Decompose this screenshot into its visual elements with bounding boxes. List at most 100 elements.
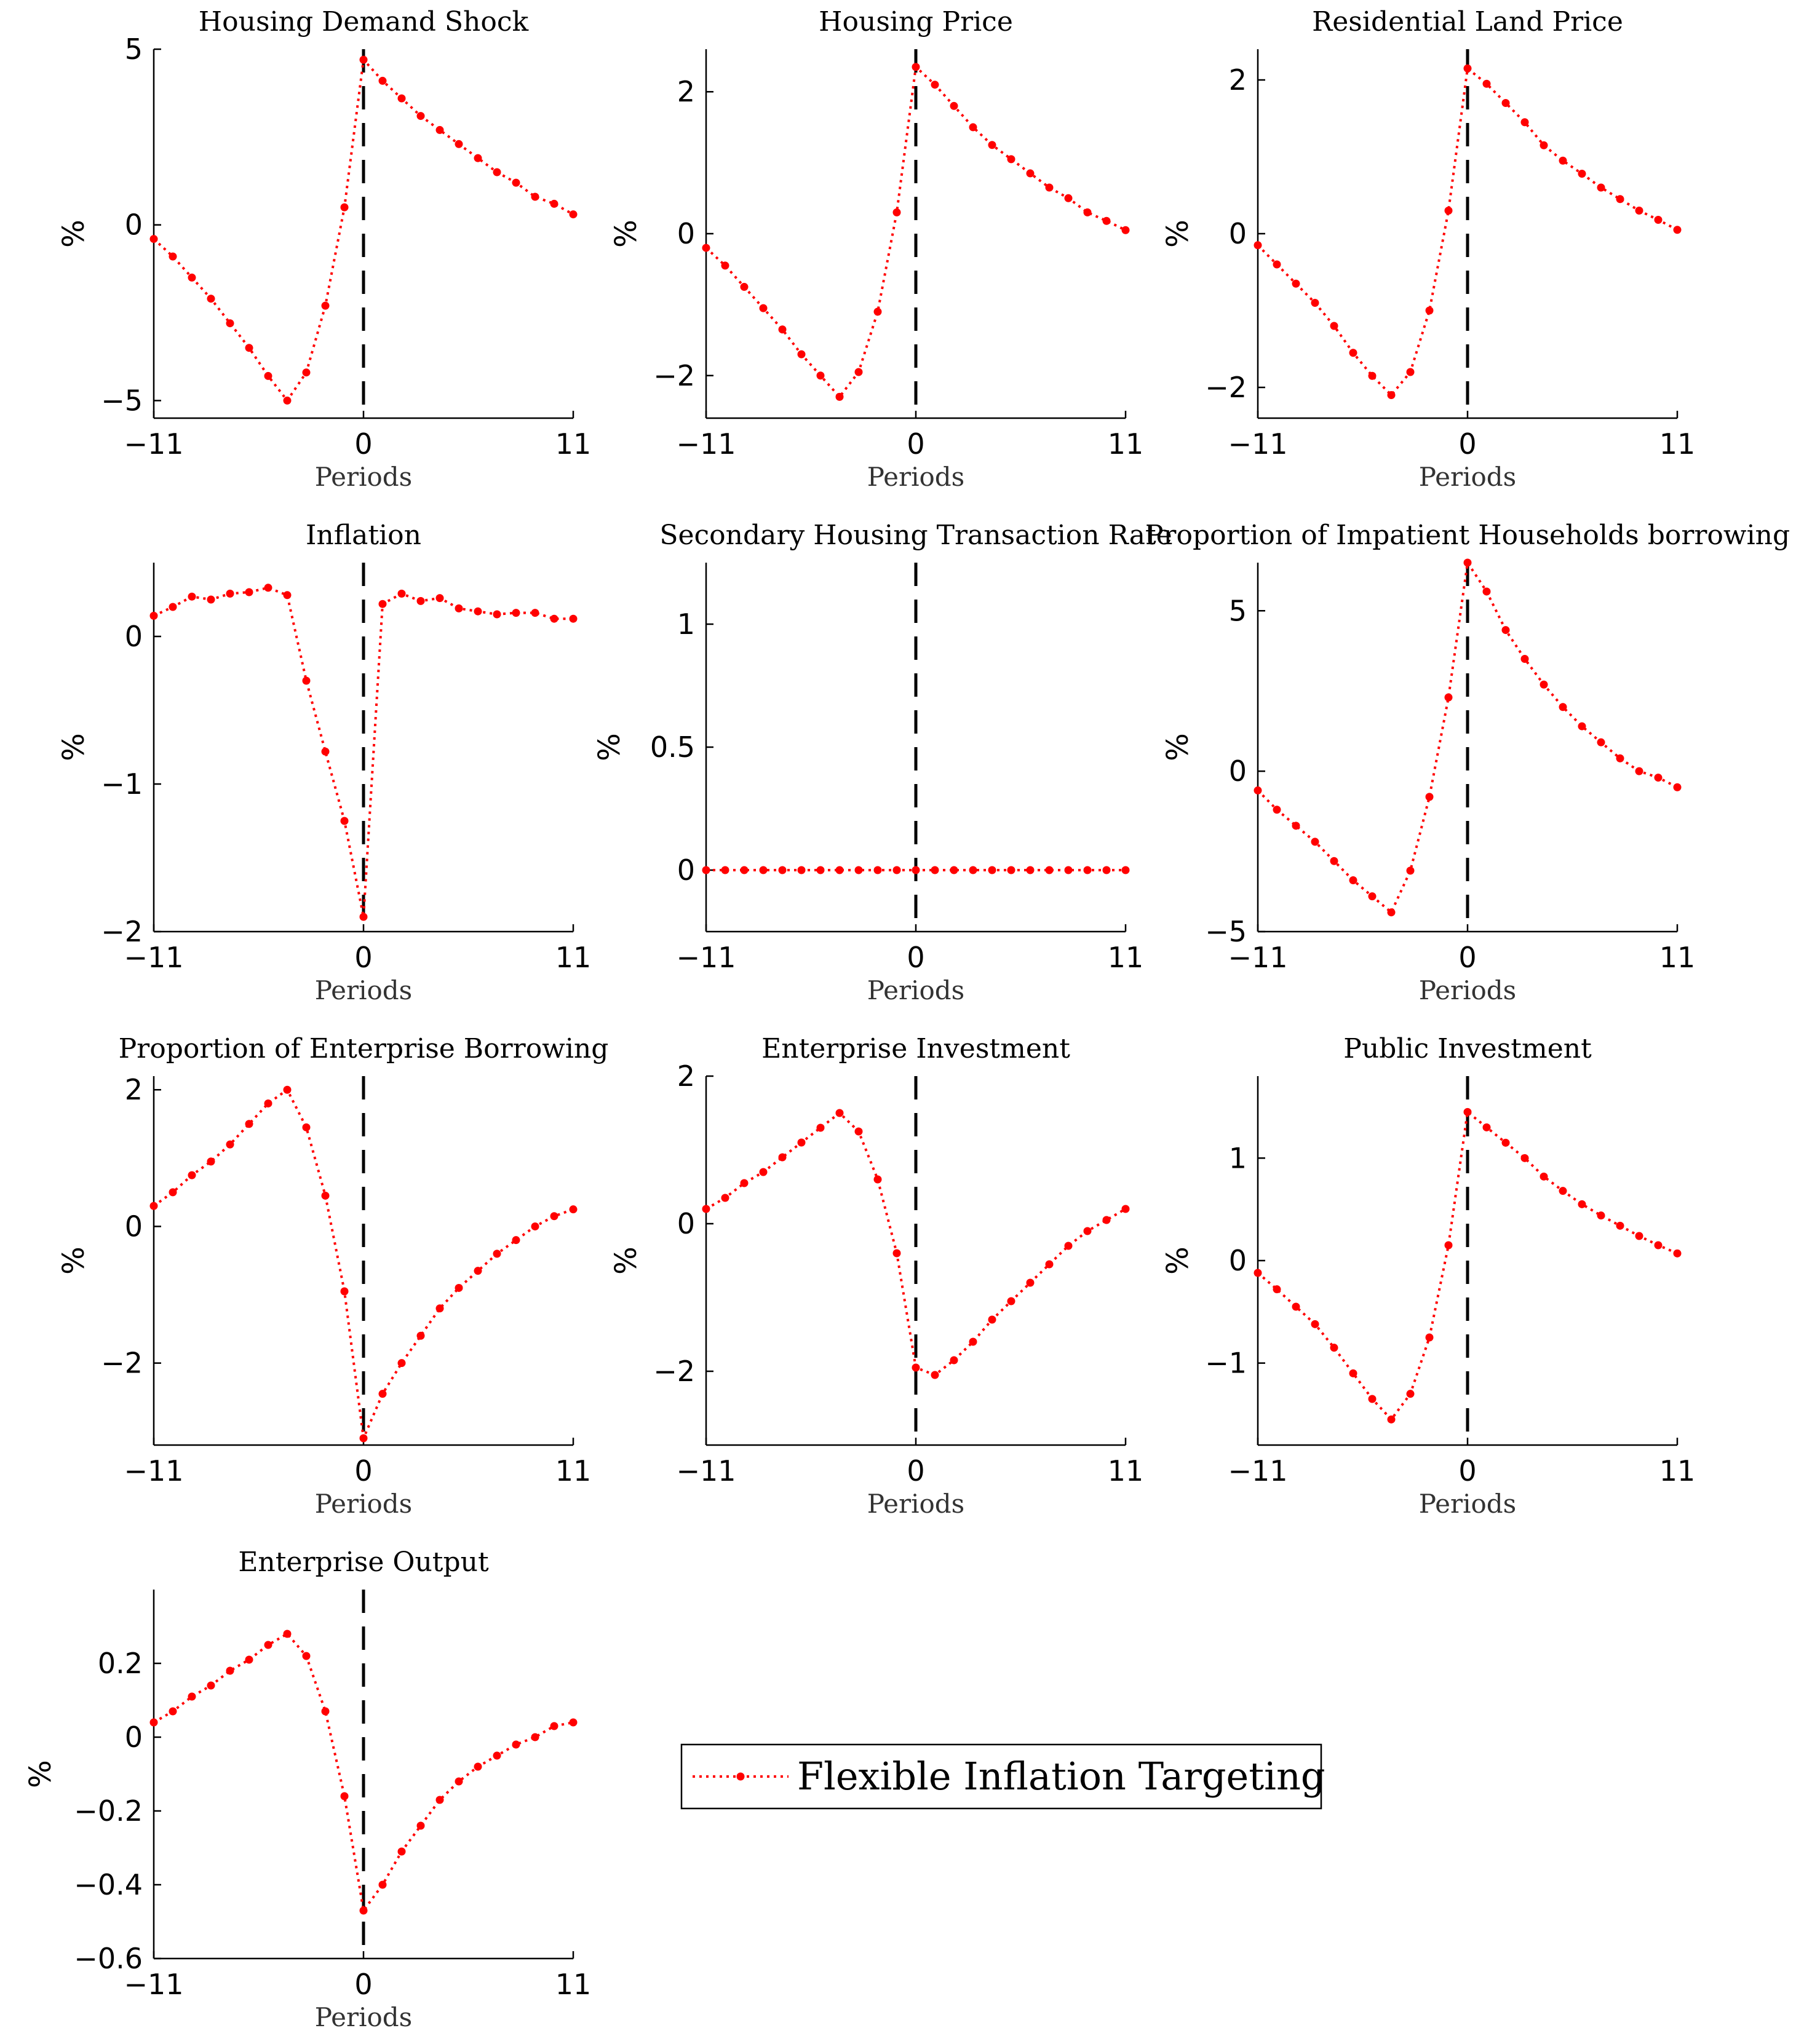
x-tick-label: −11 <box>1228 941 1287 974</box>
x-tick-label: 0 <box>907 941 924 974</box>
series-line <box>153 586 573 917</box>
data-point <box>321 1707 330 1716</box>
data-point <box>474 1267 482 1275</box>
data-point <box>778 325 787 334</box>
data-point <box>721 261 729 270</box>
data-point <box>1007 1297 1015 1305</box>
y-tick-label: 0 <box>125 1210 143 1243</box>
data-point <box>1387 908 1396 917</box>
data-point <box>474 607 482 616</box>
data-point <box>1597 738 1605 747</box>
data-point <box>1520 118 1529 127</box>
data-point <box>873 866 882 874</box>
legend-marker-sample <box>736 1772 745 1781</box>
data-point <box>1463 64 1472 73</box>
data-point <box>797 866 806 874</box>
data-point <box>321 301 330 310</box>
x-axis-label: Periods <box>315 1489 412 1519</box>
subplot-title: Public Investment <box>1343 1033 1592 1064</box>
data-point <box>493 1250 501 1258</box>
data-point <box>340 817 349 825</box>
subplot-1: −11 0 11 −5 0 5 Housing Demand Shock Periods% <box>57 6 591 492</box>
data-point <box>816 1123 825 1132</box>
data-point <box>797 350 806 358</box>
y-tick-label: 5 <box>1229 594 1247 627</box>
data-point <box>702 244 710 252</box>
data-point <box>569 614 578 623</box>
data-point <box>1254 1269 1262 1277</box>
data-point <box>226 1666 234 1675</box>
data-point <box>321 747 330 756</box>
data-point <box>531 1733 539 1741</box>
data-point <box>721 866 729 874</box>
y-tick-label: −2 <box>653 1355 695 1388</box>
data-point <box>1102 216 1111 225</box>
data-point <box>1083 208 1092 216</box>
data-point <box>321 1191 330 1200</box>
data-point <box>1578 170 1586 178</box>
y-tick-label: 1 <box>1229 1141 1247 1175</box>
data-point <box>245 1655 253 1664</box>
data-point <box>435 594 444 603</box>
data-point <box>1045 866 1054 874</box>
data-point <box>797 1138 806 1147</box>
data-point <box>1311 838 1319 846</box>
data-point <box>1654 216 1663 224</box>
legend-label: Flexible Inflation Targeting <box>797 1754 1325 1799</box>
data-point <box>435 125 444 134</box>
y-axis-label: % <box>57 733 91 761</box>
data-point <box>988 141 996 149</box>
data-point <box>721 1194 729 1202</box>
data-point <box>169 1188 177 1197</box>
y-tick-label: 0 <box>1229 217 1247 250</box>
data-point <box>569 1718 578 1727</box>
data-point <box>435 1796 444 1804</box>
subplot-title: Residential Land Price <box>1312 6 1623 38</box>
x-tick-label: 0 <box>1458 941 1476 974</box>
data-point <box>988 1315 996 1324</box>
y-tick-label: 0 <box>1229 1244 1247 1277</box>
x-tick-label: 11 <box>1108 1454 1144 1487</box>
y-tick-label: −2 <box>1205 371 1247 404</box>
data-point <box>950 1356 958 1365</box>
y-tick-label: 0 <box>677 217 695 250</box>
data-point <box>340 1792 349 1800</box>
data-point <box>416 596 425 605</box>
data-point <box>493 168 501 176</box>
data-point <box>1444 693 1453 702</box>
x-axis-label: Periods <box>315 975 412 1005</box>
data-point <box>1064 1242 1073 1250</box>
data-point <box>740 1179 749 1187</box>
data-point <box>455 604 463 612</box>
x-axis-label: Periods <box>315 462 412 492</box>
data-point <box>416 1331 425 1340</box>
x-tick-label: 11 <box>555 941 592 974</box>
y-tick-label: 5 <box>125 33 143 66</box>
data-point <box>283 591 292 600</box>
data-point <box>1045 183 1054 192</box>
data-point <box>1330 322 1338 330</box>
data-point <box>854 866 863 874</box>
data-point <box>397 589 406 598</box>
data-point <box>455 140 463 148</box>
data-point <box>1673 226 1682 234</box>
y-tick-label: −1 <box>101 767 143 801</box>
data-point <box>264 1099 272 1107</box>
legend: Flexible Inflation Targeting <box>680 1743 1325 1810</box>
y-axis-label: % <box>1161 1246 1195 1275</box>
y-tick-label: −0.4 <box>74 1868 143 1901</box>
data-point <box>892 208 901 216</box>
data-point <box>1597 183 1605 192</box>
data-point <box>1482 79 1491 88</box>
data-point <box>912 1363 920 1372</box>
data-point <box>854 1127 863 1136</box>
y-tick-label: 1 <box>677 608 695 641</box>
subplot-5: −11 0 11 0 0.5 1 Secondary Housing Transaction… <box>592 520 1172 1005</box>
data-point <box>892 866 901 874</box>
data-point <box>264 371 272 380</box>
data-point <box>1673 1249 1682 1258</box>
data-point <box>1635 767 1643 775</box>
data-point <box>1482 1123 1491 1131</box>
data-point <box>1501 99 1510 107</box>
